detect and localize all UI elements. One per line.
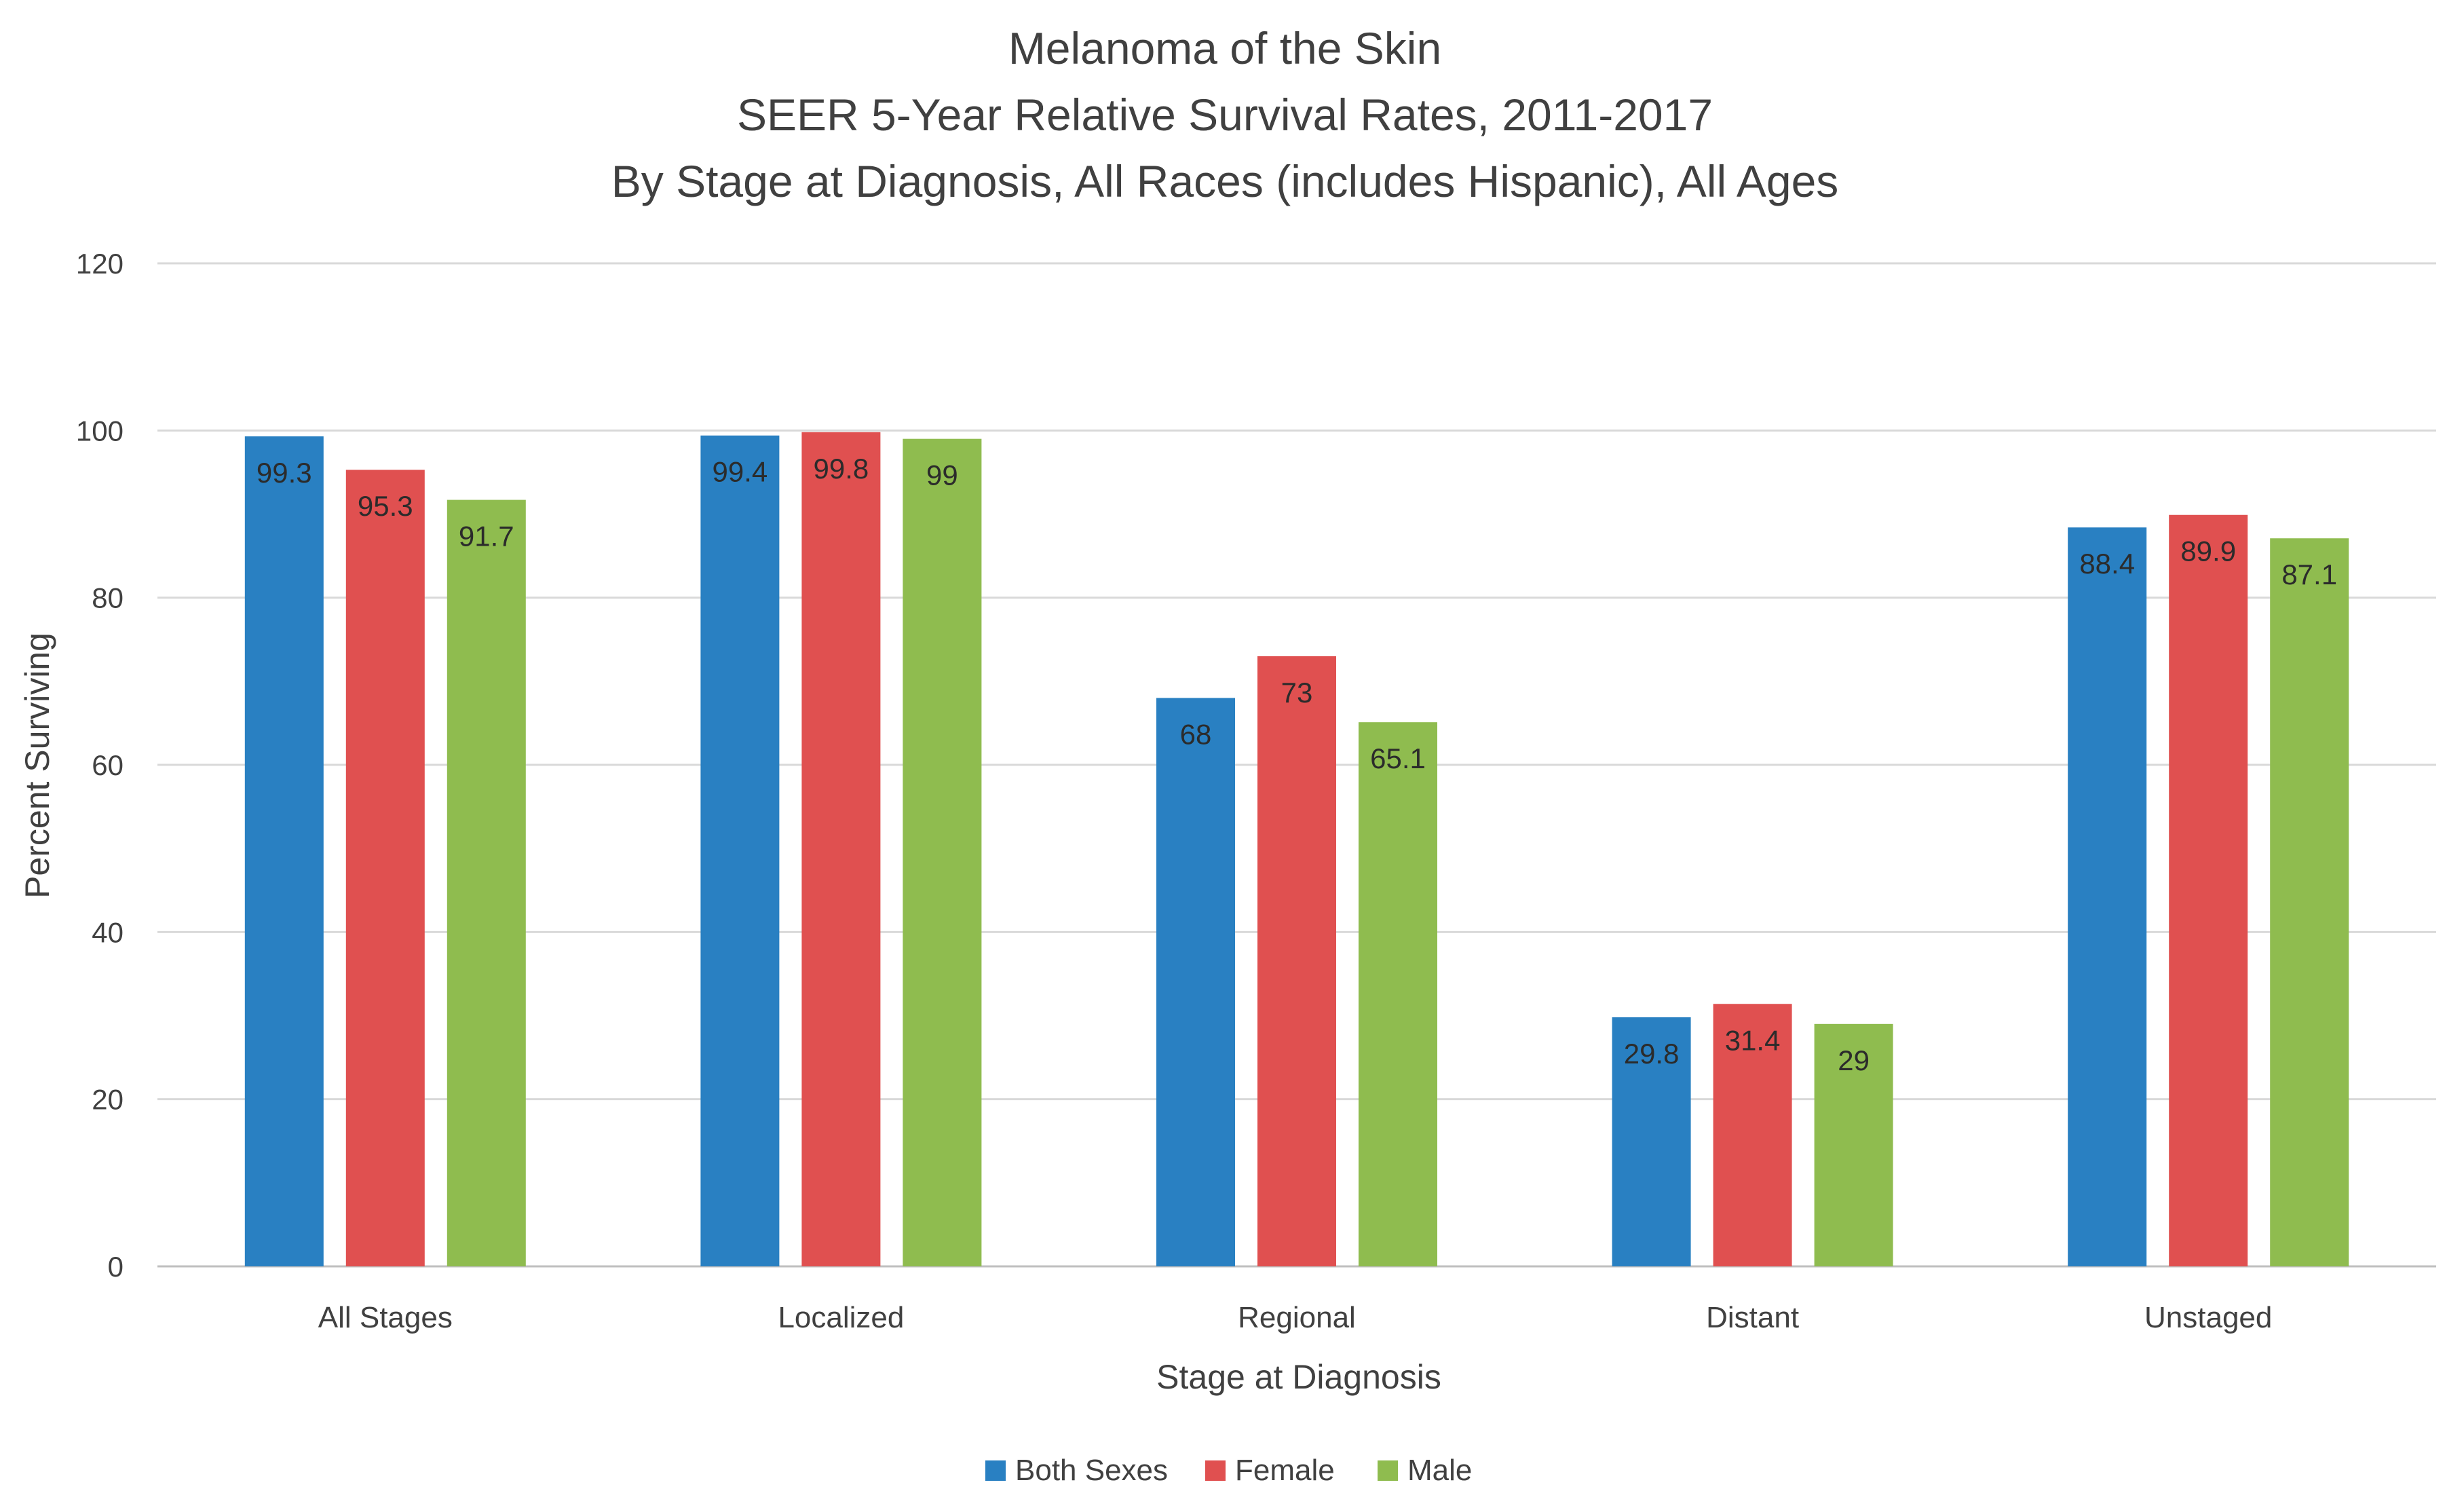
bar-female <box>801 432 881 1267</box>
y-tick-label: 20 <box>92 1084 124 1116</box>
bar-male <box>447 499 526 1266</box>
data-label: 88.4 <box>2079 548 2135 580</box>
x-category-label: Localized <box>778 1301 904 1334</box>
legend: Both Sexes Female Male <box>985 1454 1472 1487</box>
bar-male <box>903 438 982 1266</box>
data-label: 99.3 <box>257 457 312 489</box>
data-labels: 99.3 95.3 91.7 99.4 99.8 99 68 73 65.1 29.8 31.4 29… <box>257 453 2337 1076</box>
data-label: 89.9 <box>2180 535 2236 567</box>
bar-both-sexes <box>2068 527 2147 1266</box>
chart-title: Melanoma of the Skin SEER 5-Year Relative… <box>611 23 1839 206</box>
data-label: 99 <box>926 459 958 491</box>
chart-title-line: By Stage at Diagnosis, All Races (includ… <box>611 156 1839 206</box>
bar-both-sexes <box>244 436 324 1266</box>
chart-title-line: SEER 5-Year Relative Survival Rates, 201… <box>737 90 1713 140</box>
data-label: 65.1 <box>1370 742 1426 774</box>
legend-swatch <box>1378 1460 1398 1481</box>
y-tick-label: 60 <box>92 749 124 781</box>
bar-both-sexes <box>700 435 780 1266</box>
legend-swatch <box>1205 1460 1226 1481</box>
bar-male <box>2270 538 2349 1267</box>
bar-male <box>1814 1023 1893 1266</box>
bar-female <box>345 470 425 1266</box>
bar-male <box>1359 722 1437 1266</box>
y-tick-label: 80 <box>92 582 124 614</box>
legend-label: Female <box>1235 1454 1335 1487</box>
bar-female <box>1713 1004 1792 1266</box>
x-axis-categories: All Stages Localized Regional Distant Unstag… <box>318 1301 2273 1334</box>
x-category-label: Distant <box>1706 1301 1799 1334</box>
data-label: 87.1 <box>2281 559 2337 590</box>
bar-female <box>2169 514 2248 1266</box>
data-label: 68 <box>1180 718 1212 750</box>
legend-label: Both Sexes <box>1015 1454 1168 1487</box>
bar-female <box>1257 656 1336 1266</box>
legend-label: Male <box>1407 1454 1472 1487</box>
bar-both-sexes <box>1612 1017 1691 1266</box>
legend-swatch <box>985 1460 1006 1481</box>
data-label: 99.8 <box>814 453 869 485</box>
data-label: 95.3 <box>358 490 413 522</box>
y-axis-ticks: 0 20 40 60 80 100 120 <box>76 248 124 1283</box>
x-category-label: Unstaged <box>2144 1301 2272 1334</box>
data-label: 99.4 <box>713 456 768 488</box>
x-category-label: Regional <box>1238 1301 1356 1334</box>
x-axis-title: Stage at Diagnosis <box>1156 1358 1441 1396</box>
data-label: 29.8 <box>1624 1038 1680 1070</box>
y-tick-label: 120 <box>76 248 124 280</box>
y-tick-label: 100 <box>76 415 124 447</box>
x-category-label: All Stages <box>318 1301 453 1334</box>
data-label: 73 <box>1281 677 1313 709</box>
data-label: 91.7 <box>459 521 514 552</box>
bars <box>244 432 2349 1267</box>
y-tick-label: 0 <box>108 1251 124 1283</box>
chart-title-line: Melanoma of the Skin <box>1008 23 1441 73</box>
bar-both-sexes <box>1156 698 1235 1266</box>
data-label: 31.4 <box>1725 1024 1781 1056</box>
y-tick-label: 40 <box>92 916 124 948</box>
y-axis-title: Percent Surviving <box>18 633 56 899</box>
data-label: 29 <box>1838 1044 1870 1076</box>
